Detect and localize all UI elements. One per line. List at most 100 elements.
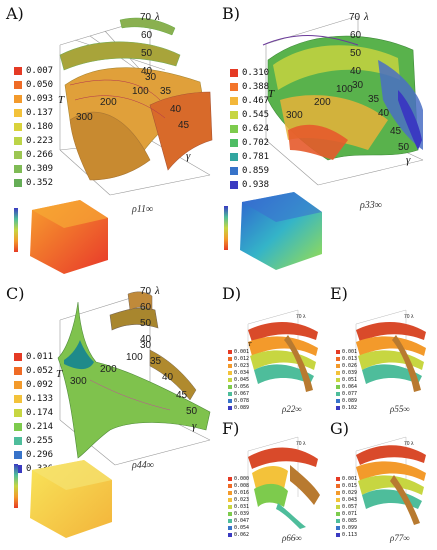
- legend-swatch: [14, 395, 22, 403]
- legend-entry: 0.011: [14, 350, 53, 364]
- legend-swatch: [230, 83, 238, 91]
- rho-label: ρ66∞: [282, 533, 302, 543]
- rho-label: ρ22∞: [282, 404, 302, 414]
- legend-swatch: [14, 123, 22, 131]
- legend-value: 0.310: [242, 68, 270, 78]
- density-cube: [30, 460, 112, 538]
- gamma-tick: 35: [160, 86, 172, 97]
- panel-label: F): [222, 419, 240, 438]
- legend-entry: 0.000: [228, 475, 249, 482]
- legend-value: 0.089: [342, 397, 358, 404]
- legend-entry: 0.054: [228, 524, 249, 531]
- legend-swatch: [14, 95, 22, 103]
- color-legend: 0.001 0.013 0.026 0.039 0.051 0.064 0.07…: [336, 348, 357, 411]
- t-axis-label: T: [268, 88, 275, 100]
- legend-value: 0.099: [342, 524, 358, 531]
- legend-swatch: [336, 532, 340, 537]
- panel-f: F) 70 λ 0.000 0.008 0.016 0.023 0.031 0.…: [218, 415, 328, 550]
- legend-value: 0.012: [234, 355, 250, 362]
- legend-swatch: [228, 497, 232, 502]
- legend-swatch: [228, 490, 232, 495]
- legend-swatch: [230, 153, 238, 161]
- surface-plot-g: [355, 436, 426, 525]
- legend-entry: 0.039: [228, 510, 249, 517]
- legend-swatch: [230, 111, 238, 119]
- legend-value: 0.062: [234, 531, 250, 538]
- panel-label: G): [330, 419, 350, 438]
- lambda-axis-label: λ: [364, 11, 369, 23]
- legend-value: 0.067: [234, 390, 250, 397]
- legend-value: 0.029: [342, 489, 358, 496]
- legend-entry: 0.029: [336, 489, 357, 496]
- legend-value: 0.013: [342, 355, 358, 362]
- color-legend: 0.310 0.388 0.467 0.545 0.624 0.702 0.78…: [230, 66, 269, 192]
- lambda-tick: 70 λ: [404, 441, 414, 447]
- legend-value: 0.001: [342, 348, 358, 355]
- gamma-tick: 35: [150, 356, 162, 367]
- legend-value: 0.026: [342, 362, 358, 369]
- legend-entry: 0.174: [14, 406, 53, 420]
- legend-value: 0.064: [342, 383, 358, 390]
- legend-value: 0.015: [342, 482, 358, 489]
- gamma-tick: 40: [170, 104, 182, 115]
- gamma-tick: 50: [186, 406, 198, 417]
- legend-value: 0.057: [342, 503, 358, 510]
- legend-value: 0.102: [342, 404, 358, 411]
- legend-swatch: [228, 405, 232, 410]
- legend-entry: 0.012: [228, 355, 249, 362]
- rho-label: ρ33∞: [360, 200, 382, 211]
- t-axis-label: T: [248, 342, 252, 348]
- legend-swatch: [228, 511, 232, 516]
- legend-entry: 0.099: [336, 524, 357, 531]
- legend-entry: 0.001: [228, 348, 249, 355]
- color-legend: 0.000 0.008 0.016 0.023 0.031 0.039 0.04…: [228, 475, 249, 538]
- legend-value: 0.085: [342, 517, 358, 524]
- colorbar: [14, 464, 18, 508]
- legend-entry: 0.013: [336, 355, 357, 362]
- legend-swatch: [228, 377, 232, 382]
- legend-entry: 0.545: [230, 108, 269, 122]
- legend-swatch: [14, 151, 22, 159]
- legend-swatch: [336, 483, 340, 488]
- legend-swatch: [336, 525, 340, 530]
- lambda-tick: 70: [140, 286, 152, 297]
- lambda-tick: 50: [141, 48, 153, 59]
- legend-swatch: [14, 437, 22, 445]
- legend-swatch: [336, 370, 340, 375]
- legend-entry: 0.093: [14, 92, 53, 106]
- density-cube: [240, 192, 322, 270]
- lambda-tick: 70 λ: [296, 441, 306, 447]
- legend-value: 0.023: [234, 496, 250, 503]
- lambda-tick: 70: [140, 12, 152, 23]
- surface-plot-b: [262, 15, 424, 186]
- t-tick: 100: [126, 352, 143, 363]
- legend-value: 0.137: [26, 108, 54, 118]
- lambda-axis-label: λ: [155, 11, 160, 23]
- legend-entry: 0.031: [228, 503, 249, 510]
- legend-value: 0.056: [234, 383, 250, 390]
- legend-value: 0.781: [242, 152, 270, 162]
- gamma-axis-label: γ: [192, 420, 197, 432]
- gamma-axis-label: γ: [406, 154, 411, 166]
- legend-swatch: [228, 349, 232, 354]
- legend-entry: 0.056: [228, 383, 249, 390]
- lambda-tick: 50: [140, 318, 152, 329]
- legend-swatch: [230, 167, 238, 175]
- gamma-tick: 50: [398, 142, 410, 153]
- legend-value: 0.047: [234, 517, 250, 524]
- lambda-tick: 40: [350, 66, 362, 77]
- legend-value: 0.031: [234, 503, 250, 510]
- legend-swatch: [228, 363, 232, 368]
- panel-label: D): [222, 284, 242, 303]
- lambda-tick: 40: [140, 334, 152, 345]
- legend-entry: 0.008: [228, 482, 249, 489]
- legend-value: 0.078: [234, 397, 250, 404]
- legend-entry: 0.388: [230, 80, 269, 94]
- gamma-tick: 45: [176, 390, 188, 401]
- legend-swatch: [14, 381, 22, 389]
- legend-entry: 0.214: [14, 420, 53, 434]
- legend-entry: 0.702: [230, 136, 269, 150]
- legend-entry: 0.043: [336, 496, 357, 503]
- lambda-tick: 70: [349, 12, 361, 23]
- legend-entry: 0.077: [336, 390, 357, 397]
